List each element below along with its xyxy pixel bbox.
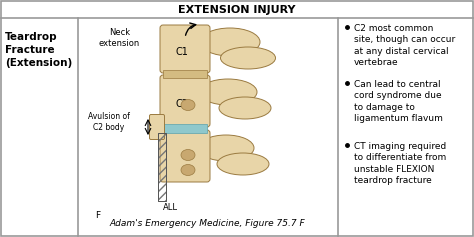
Ellipse shape bbox=[198, 135, 254, 161]
Bar bbox=[163, 124, 207, 133]
Text: CT imaging required
to differentiate from
unstable FLEXION
teardrop fracture: CT imaging required to differentiate fro… bbox=[354, 142, 446, 185]
Ellipse shape bbox=[181, 100, 195, 110]
Ellipse shape bbox=[181, 150, 195, 160]
Bar bbox=[158, 133, 166, 201]
Text: C2 most common
site, though can occur
at any distal cervical
vertebrae: C2 most common site, though can occur at… bbox=[354, 24, 455, 67]
Text: ALL: ALL bbox=[163, 204, 177, 213]
Ellipse shape bbox=[219, 97, 271, 119]
Text: Avulsion of
C2 body: Avulsion of C2 body bbox=[88, 112, 130, 132]
Ellipse shape bbox=[217, 153, 269, 175]
Ellipse shape bbox=[199, 79, 257, 105]
Text: Neck
extension: Neck extension bbox=[99, 28, 140, 48]
FancyBboxPatch shape bbox=[160, 75, 210, 127]
FancyBboxPatch shape bbox=[149, 114, 164, 140]
Text: F: F bbox=[95, 210, 100, 219]
FancyBboxPatch shape bbox=[160, 130, 210, 182]
Ellipse shape bbox=[200, 28, 260, 56]
Bar bbox=[158, 133, 166, 201]
Text: C2: C2 bbox=[175, 99, 189, 109]
Text: Can lead to central
cord syndrome due
to damage to
ligamentum flavum: Can lead to central cord syndrome due to… bbox=[354, 80, 443, 123]
Text: EXTENSION INJURY: EXTENSION INJURY bbox=[178, 5, 296, 14]
Text: Adam's Emergency Medicine, Figure 75.7 F: Adam's Emergency Medicine, Figure 75.7 F bbox=[109, 219, 305, 228]
Text: C1: C1 bbox=[175, 47, 189, 57]
Text: Teardrop
Fracture
(Extension): Teardrop Fracture (Extension) bbox=[5, 32, 73, 68]
Ellipse shape bbox=[181, 164, 195, 176]
FancyBboxPatch shape bbox=[160, 25, 210, 73]
Ellipse shape bbox=[220, 47, 275, 69]
Bar bbox=[163, 70, 207, 78]
